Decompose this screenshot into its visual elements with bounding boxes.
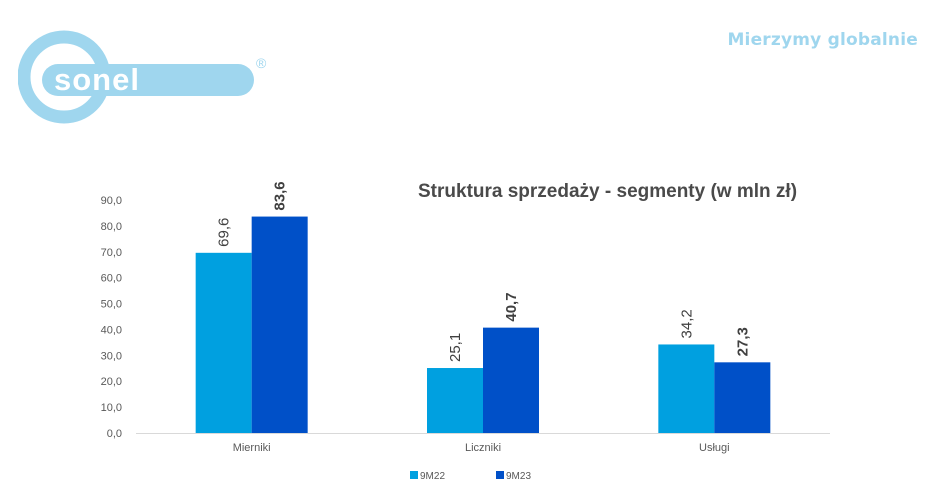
y-tick-label: 40,0 [101,324,122,336]
y-tick-label: 50,0 [101,299,122,311]
bar-9M23-mierniki [251,216,308,433]
y-tick-label: 20,0 [101,376,122,388]
legend-swatch-9M22 [410,471,418,479]
logo-band-icon [42,64,254,96]
y-tick-label: 70,0 [101,247,122,259]
data-label: 83,6 [272,181,289,210]
legend-swatch-9M23 [496,471,504,479]
legend-label-9M22: 9M22 [420,471,445,482]
bar-9M23-liczniki [483,327,539,433]
bar-9M22-mierniki [195,252,252,433]
y-tick-label: 60,0 [101,273,122,285]
chart-title: Struktura sprzedaży - segmenty (w mln zł… [418,181,798,202]
data-label: 25,1 [447,333,464,362]
data-label: 69,6 [216,218,233,247]
legend-label-9M23: 9M23 [506,471,531,482]
bar-9M23-usługi [714,362,771,433]
data-label: 27,3 [734,327,751,356]
category-label: Mierniki [233,442,271,454]
y-tick-label: 90,0 [101,195,122,207]
category-label: Liczniki [465,442,501,454]
logo-registered-mark: ® [256,55,267,71]
y-tick-label: 0,0 [107,428,122,440]
sonel-logo: sonel ® [18,30,267,124]
bar-9M22-liczniki [427,368,483,433]
slogan: Mierzymy globalnie [727,30,918,50]
y-tick-label: 30,0 [101,350,122,362]
data-label: 34,2 [678,309,695,338]
y-tick-label: 80,0 [101,221,122,233]
bar-9M22-usługi [658,344,715,433]
category-label: Usługi [699,442,730,454]
data-label: 40,7 [503,292,520,321]
y-tick-label: 10,0 [101,402,122,414]
logo-text: sonel [54,62,140,97]
